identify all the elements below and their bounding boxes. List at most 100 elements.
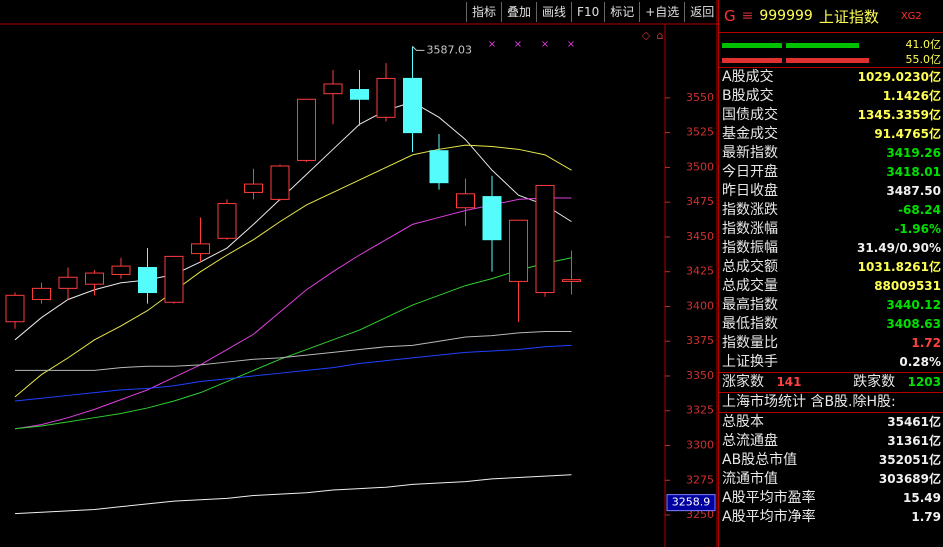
candle-body: [429, 150, 449, 184]
label: 上海市场统计 含B股.除H股:: [722, 394, 896, 410]
toolbar-button[interactable]: 标记: [604, 2, 639, 22]
value: 88009531: [874, 279, 941, 293]
label: A股平均市盈率: [722, 490, 816, 506]
label: 流通市值: [722, 471, 778, 487]
market-row: AB股总市值 352051亿: [719, 451, 943, 470]
stat-row: 昨日收盘 3487.50: [719, 182, 943, 201]
flow-row: 41.0亿: [719, 37, 943, 52]
y-tick-label: 3425: [686, 265, 714, 278]
toolbar-button[interactable]: F10: [571, 2, 604, 22]
value: -68.24: [898, 203, 941, 217]
label: 上证换手: [722, 354, 778, 370]
y-tick-label: 3550: [686, 91, 714, 104]
markers: × × × ×: [488, 39, 575, 50]
y-tick-label: 3500: [686, 160, 714, 173]
quote-panel: G ≡ 999999 上证指数 XG2 41.0亿 55.0亿 A股成交 1029.…: [718, 0, 943, 547]
prefix: G: [724, 7, 736, 25]
value: -1.96%: [894, 222, 941, 236]
candle-body: [456, 193, 475, 209]
menu[interactable]: ≡: [741, 8, 754, 24]
flow-label: 55.0亿: [905, 53, 942, 66]
y-tick-label: 3525: [686, 126, 714, 139]
toolbar-button[interactable]: 画线: [536, 2, 571, 22]
value: 3440.12: [886, 298, 941, 312]
label: 最高指数: [722, 297, 778, 313]
candle-body: [297, 98, 316, 161]
value: 303689亿: [878, 472, 941, 486]
candle-body: [58, 276, 78, 289]
icon[interactable]: ⌂: [657, 29, 664, 42]
value: 141: [776, 375, 802, 389]
toolbar-button[interactable]: 叠加: [501, 2, 536, 22]
candle-body: [85, 272, 104, 285]
breadth: 涨家数 141 跌家数 1203: [719, 372, 943, 392]
toolbar: 指标 叠加 画线 F10 标记 +自选 返回: [466, 2, 719, 22]
flow-bar: [722, 43, 782, 48]
candle-body: [482, 196, 502, 241]
label: 今日开盘: [722, 164, 778, 180]
market-row: 总流通盘 31361亿: [719, 432, 943, 451]
value: 91.4765亿: [874, 127, 941, 141]
value: 1.72: [911, 336, 941, 350]
label: AB股总市值: [722, 452, 798, 468]
code: 999999: [759, 8, 813, 24]
candle-body: [138, 267, 157, 294]
annotation-leader: [412, 46, 425, 51]
toolbar-button[interactable]: 指标: [466, 2, 501, 22]
stat-row: 基金成交 91.4765亿: [719, 125, 943, 144]
toolbar-button[interactable]: 返回: [684, 2, 719, 22]
tag: XG2: [900, 10, 922, 22]
value: 31.49/0.90%: [857, 241, 941, 255]
label: 指数涨跌: [722, 202, 778, 218]
ma-line: [14, 101, 572, 341]
y-tick-label: 3300: [686, 438, 714, 451]
label: 跌家数: [853, 374, 896, 390]
label: 总成交额: [722, 259, 778, 275]
value: 1203: [907, 375, 941, 389]
value: 15.49: [903, 491, 941, 505]
value: 3419.26: [886, 146, 941, 160]
flow-row: 55.0亿: [719, 52, 943, 67]
ma-line: [14, 257, 572, 430]
candle-body: [164, 255, 184, 303]
value: 1031.8261亿: [857, 260, 941, 274]
market-row: A股平均市盈率 15.49: [719, 489, 943, 508]
toolbar-button[interactable]: +自选: [639, 2, 684, 22]
stat-row: 最高指数 3440.12: [719, 296, 943, 315]
value: 352051亿: [878, 453, 941, 467]
cursor-label: 3258.9: [672, 496, 711, 509]
index-name: 上证指数: [818, 7, 879, 26]
stat-row: 指数涨跌 -68.24: [719, 201, 943, 220]
ma-line: [14, 197, 572, 430]
ma-line: [14, 144, 572, 398]
marker: ×: [488, 39, 496, 50]
candle-body: [191, 243, 210, 255]
y-tick-label: 3375: [686, 334, 714, 347]
label: 国债成交: [722, 107, 778, 123]
value: 0.28%: [899, 355, 941, 369]
stat-row: 上证换手 0.28%: [719, 353, 943, 372]
ma-line: [14, 344, 572, 402]
candle-body: [562, 279, 581, 282]
value: 1.79: [911, 510, 941, 524]
candle-body: [376, 77, 396, 118]
icon[interactable]: ◇: [642, 29, 651, 42]
candle-body: [509, 219, 528, 282]
candle-body: [535, 184, 555, 294]
candle-body: [350, 89, 369, 100]
candle-body: [403, 77, 422, 134]
market: 总股本 35461亿 总流通盘 31361亿 AB股总市值 352051亿 流通市值 3036…: [719, 412, 943, 527]
candle-body: [32, 287, 51, 300]
market-row: 流通市值 303689亿: [719, 470, 943, 489]
market-row: A股平均市净率 1.79: [719, 508, 943, 527]
label: 指数振幅: [722, 240, 778, 256]
ma-line: [15, 330, 572, 371]
y-tick-label: 3325: [686, 404, 714, 417]
candle-body: [323, 83, 343, 95]
label: 涨家数: [722, 374, 764, 390]
stat-row: 最新指数 3419.26: [719, 144, 943, 163]
stat-row: 国债成交 1345.3359亿: [719, 106, 943, 125]
y-tick-label: 3475: [686, 195, 714, 208]
y-tick-label: 3275: [686, 473, 714, 486]
